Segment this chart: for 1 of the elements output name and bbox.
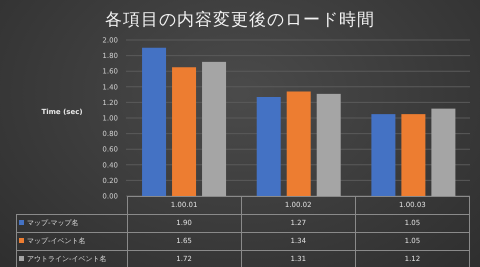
chart-title: 各項目の内容変更後のロード時間	[104, 9, 376, 31]
